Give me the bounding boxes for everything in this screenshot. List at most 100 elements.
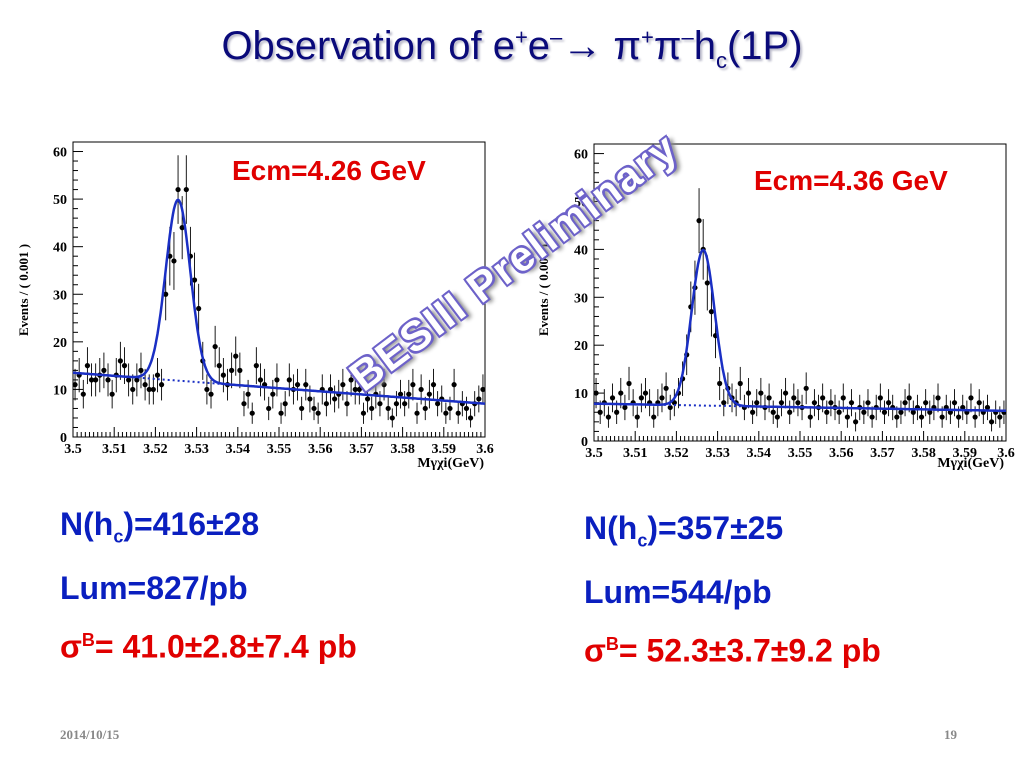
x-tick-label: 3.51 <box>102 442 127 457</box>
data-point <box>750 409 756 415</box>
x-tick-label: 3.5 <box>585 446 603 461</box>
luminosity: Lum=827/pb <box>60 570 248 607</box>
data-point <box>906 395 912 401</box>
data-point <box>146 386 152 393</box>
data-point <box>956 414 962 420</box>
y-tick-label: 10 <box>53 383 67 398</box>
data-point <box>154 372 161 378</box>
data-point <box>721 400 727 406</box>
data-point <box>951 400 958 406</box>
data-point <box>984 404 991 411</box>
data-point <box>853 419 859 425</box>
data-point <box>435 401 441 407</box>
data-point <box>253 363 259 369</box>
stats-block-4360: N(hc)=357±25 Lum=544/pb σB= 52.3±3.7±9.2… <box>584 502 881 677</box>
data-point <box>105 377 111 383</box>
cross-section: σB= 52.3±3.7±9.2 pb <box>584 633 881 670</box>
data-point <box>175 186 181 193</box>
y-tick-label: 50 <box>574 195 588 210</box>
data-point <box>828 400 834 406</box>
data-point <box>130 386 136 393</box>
data-point <box>840 395 846 401</box>
data-point <box>451 382 457 388</box>
data-point <box>406 391 412 397</box>
x-tick-label: 3.55 <box>267 442 292 457</box>
data-point <box>208 391 214 397</box>
data-point <box>476 396 482 402</box>
data-point <box>910 409 916 415</box>
data-point <box>865 400 871 406</box>
x-tick-label: 3.54 <box>226 442 251 457</box>
data-point <box>348 377 354 383</box>
data-point <box>430 382 437 388</box>
ecm-label: Ecm=4.26 GeV <box>232 155 426 186</box>
data-point <box>820 395 826 401</box>
data-point <box>241 401 247 407</box>
data-point <box>778 400 785 406</box>
data-point <box>447 405 453 412</box>
data-point <box>278 410 284 416</box>
data-point <box>299 405 305 412</box>
data-point <box>824 409 830 415</box>
data-point <box>774 414 780 420</box>
data-point <box>393 401 400 407</box>
data-point <box>377 401 383 407</box>
x-tick-label: 3.5 <box>64 442 82 457</box>
data-point <box>696 218 702 224</box>
data-point <box>811 400 818 406</box>
data-point <box>638 395 644 401</box>
data-point <box>877 395 883 401</box>
data-point <box>381 382 387 388</box>
data-point <box>848 400 855 406</box>
data-point <box>885 400 892 406</box>
x-tick-label: 3.56 <box>829 446 854 461</box>
data-point <box>360 410 367 416</box>
x-tick-label: 3.59 <box>953 446 978 461</box>
luminosity: Lum=544/pb <box>584 574 772 611</box>
data-point <box>426 391 432 397</box>
data-point <box>117 358 123 364</box>
data-point <box>323 401 329 407</box>
data-point <box>939 414 945 420</box>
data-point <box>344 401 350 407</box>
data-point <box>282 401 288 407</box>
data-point <box>976 400 982 406</box>
data-point <box>455 410 461 416</box>
y-tick-label: 20 <box>53 336 67 351</box>
x-tick-label: 3.52 <box>664 446 689 461</box>
data-point <box>782 390 789 396</box>
data-point <box>286 377 292 383</box>
data-point <box>618 390 624 396</box>
data-point <box>795 400 801 406</box>
data-point <box>101 367 107 373</box>
data-point <box>902 400 908 406</box>
x-tick-label: 3.6 <box>997 446 1015 461</box>
data-point <box>968 395 974 401</box>
data-point <box>422 405 428 412</box>
slide-title: Observation of e+e–→ π+π–hc(1P) <box>221 24 803 73</box>
data-point <box>126 377 132 383</box>
data-point <box>659 395 665 401</box>
data-point <box>593 390 599 396</box>
data-point <box>72 382 78 388</box>
data-point <box>766 395 772 401</box>
data-point <box>634 414 640 420</box>
data-point <box>651 414 657 420</box>
data-point <box>303 382 309 388</box>
data-point <box>249 410 255 416</box>
data-point <box>898 409 904 415</box>
x-tick-label: 3.6 <box>476 442 494 457</box>
data-point <box>191 277 198 283</box>
data-point <box>270 391 276 397</box>
data-point <box>614 409 620 415</box>
y-tick-label: 0 <box>60 431 67 446</box>
data-point <box>935 395 941 401</box>
plot-ecm-4260: 3.5 3.51 3.52 3.53 3.54 3.55 3.56 3.57 3.58 3.59 3… <box>16 141 494 471</box>
total-fit-curve <box>73 198 486 405</box>
data-point <box>894 414 900 420</box>
data-point <box>212 343 218 350</box>
data-point <box>121 363 128 369</box>
data-point <box>294 382 301 388</box>
y-axis-label: Events / ( 0.001 ) <box>536 244 551 336</box>
data-point <box>402 401 408 407</box>
